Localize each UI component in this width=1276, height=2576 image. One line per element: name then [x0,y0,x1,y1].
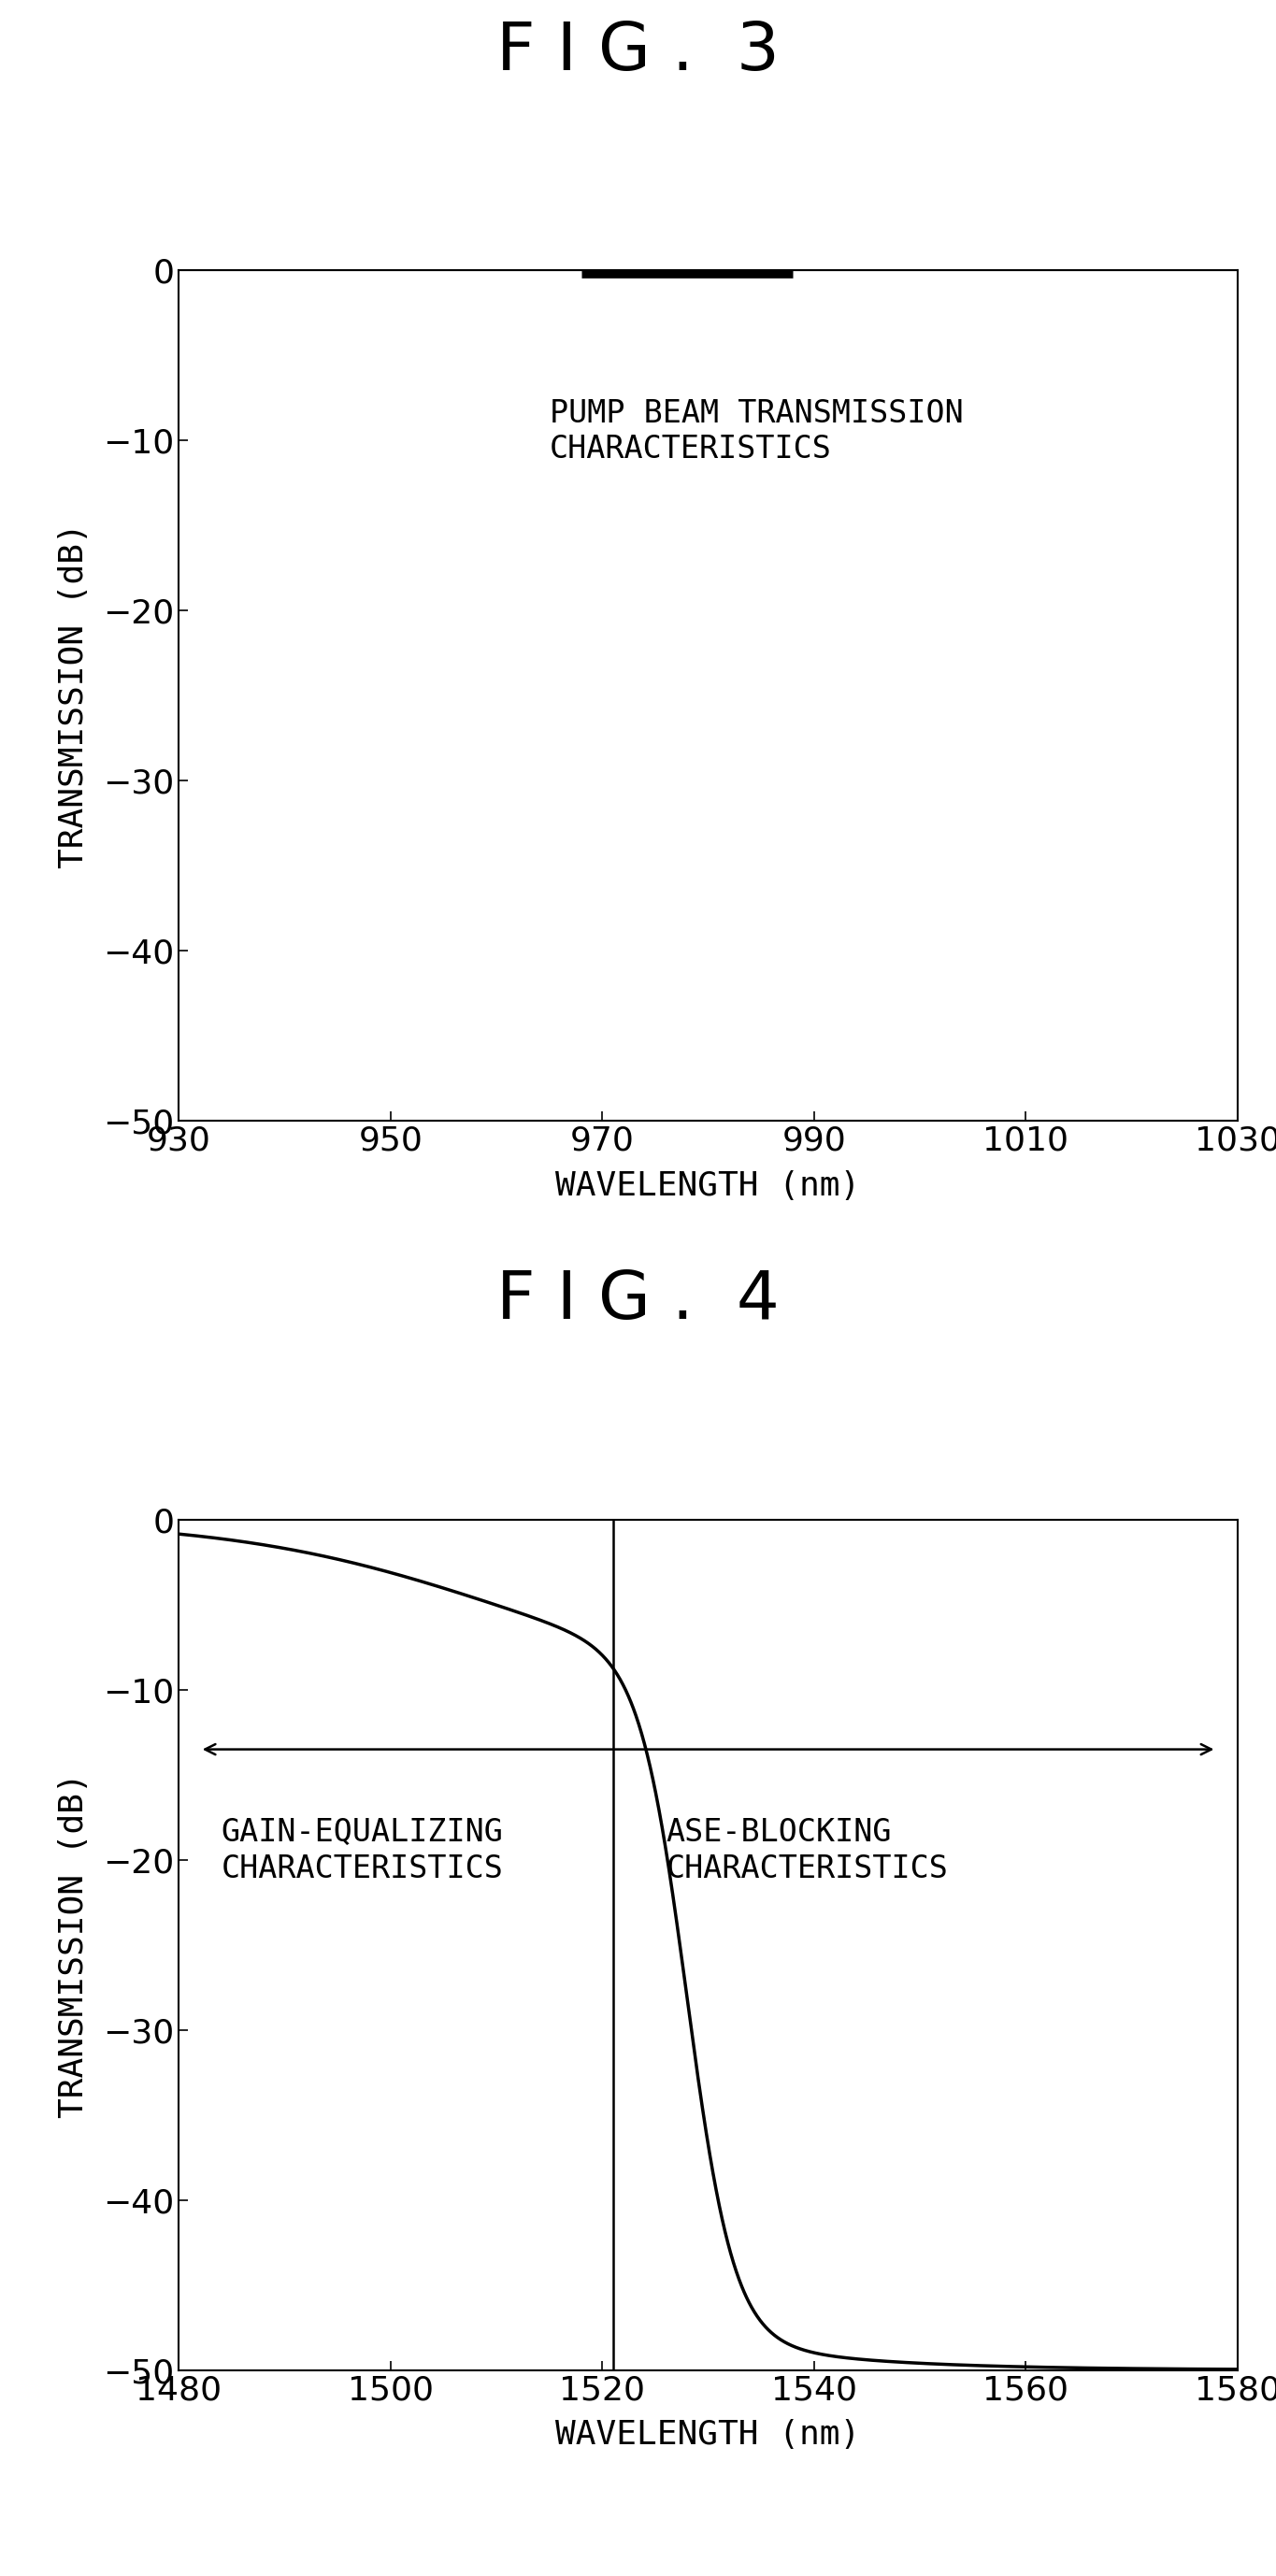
Text: F I G .  4: F I G . 4 [496,1267,780,1334]
Text: PUMP BEAM TRANSMISSION
CHARACTERISTICS: PUMP BEAM TRANSMISSION CHARACTERISTICS [549,399,963,464]
Y-axis label: TRANSMISSION (dB): TRANSMISSION (dB) [57,1772,89,2117]
X-axis label: WAVELENGTH (nm): WAVELENGTH (nm) [555,1170,861,1200]
Text: F I G .  3: F I G . 3 [496,18,780,85]
Text: GAIN-EQUALIZING
CHARACTERISTICS: GAIN-EQUALIZING CHARACTERISTICS [221,1819,503,1883]
Y-axis label: TRANSMISSION (dB): TRANSMISSION (dB) [57,523,89,868]
X-axis label: WAVELENGTH (nm): WAVELENGTH (nm) [555,2419,861,2450]
Text: ASE-BLOCKING
CHARACTERISTICS: ASE-BLOCKING CHARACTERISTICS [666,1819,948,1883]
